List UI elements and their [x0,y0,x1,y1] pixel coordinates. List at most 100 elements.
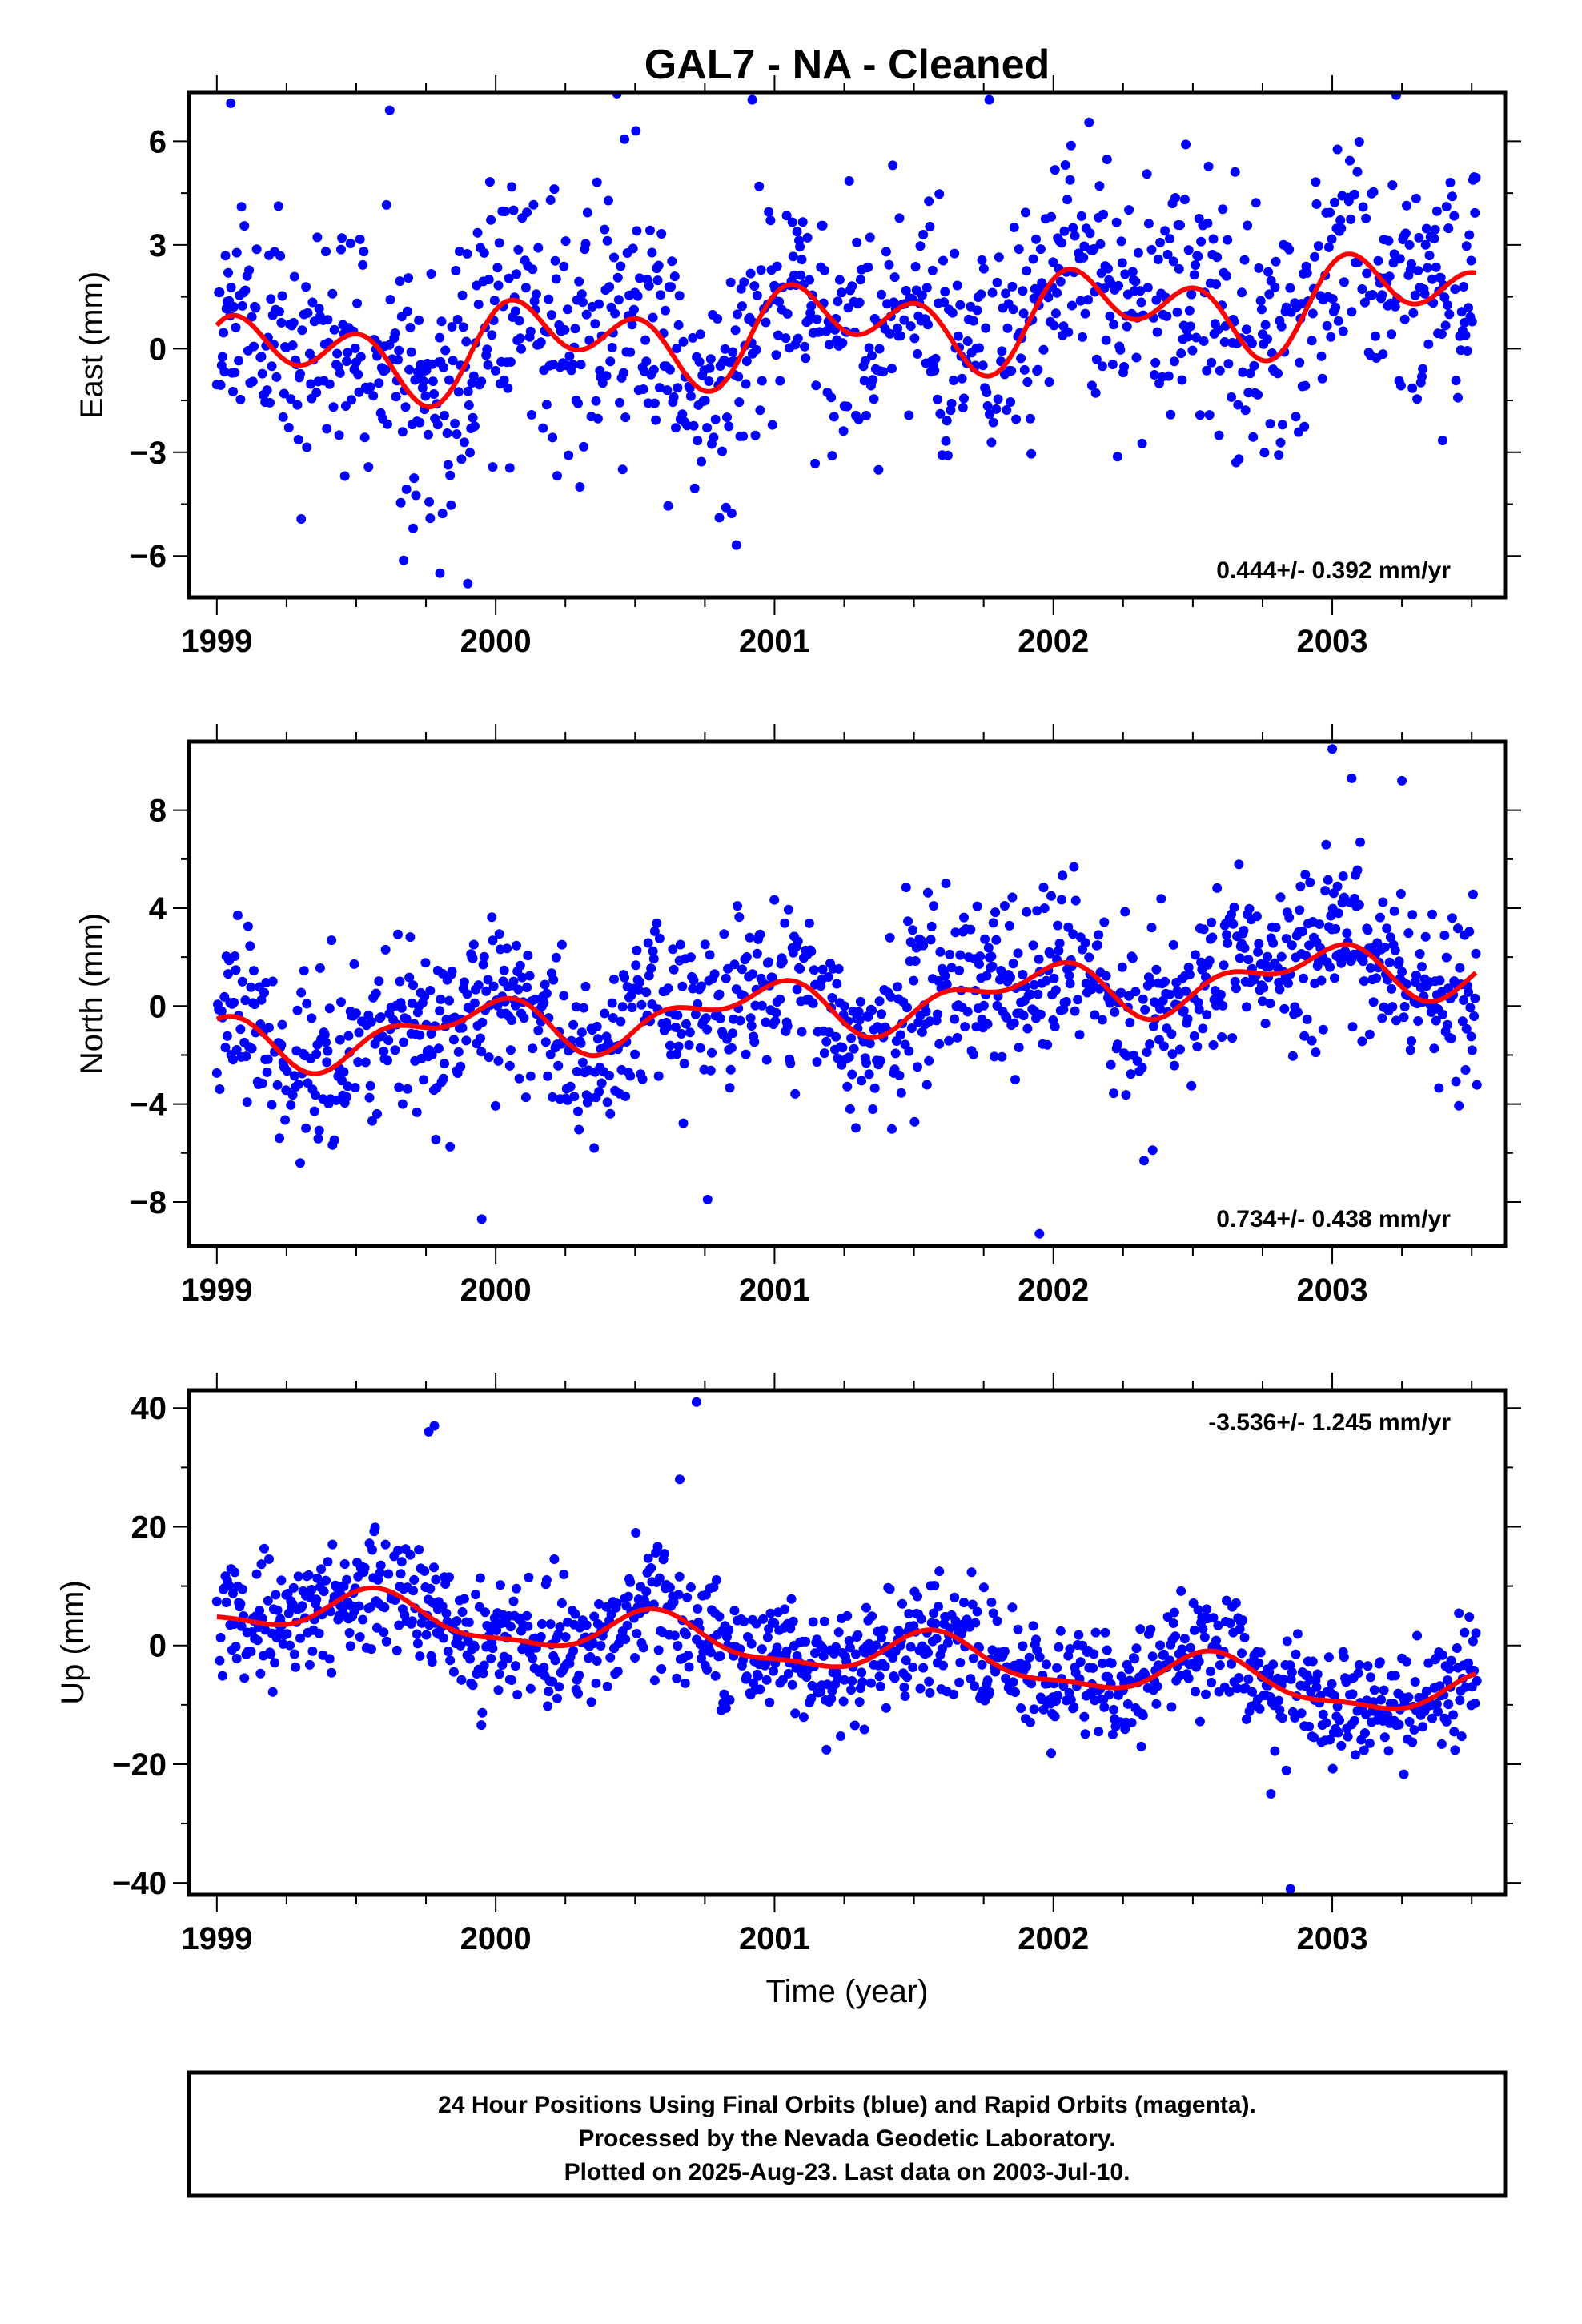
data-point [1447,191,1457,202]
data-point [480,1607,490,1618]
data-point [1189,270,1199,280]
data-point [1189,1625,1199,1635]
data-point [632,945,642,955]
data-point [656,229,667,239]
data-point [217,352,227,362]
data-point [1297,927,1307,937]
data-point [365,382,375,392]
data-point [394,345,404,356]
data-point [1160,226,1170,236]
data-point [504,273,514,283]
data-point [1336,1740,1347,1751]
data-point [483,360,493,370]
data-point [1413,266,1423,276]
data-point [1018,970,1028,979]
data-point [1045,948,1055,959]
data-point [644,280,654,291]
data-point [575,482,585,492]
data-point [982,1019,993,1029]
data-point [849,1720,860,1731]
data-point [717,446,727,456]
data-point [1286,1674,1296,1684]
data-point [875,1681,885,1691]
data-point [917,1027,927,1037]
data-point [1385,932,1395,943]
data-point [787,1679,797,1690]
data-point [1466,1031,1476,1042]
data-point [678,336,689,347]
data-point [669,392,679,402]
data-point [563,304,572,315]
data-point [1155,1640,1166,1651]
data-point [1260,1019,1271,1029]
data-point [767,420,777,430]
data-point [374,378,384,388]
data-point [1359,976,1369,987]
data-point [393,1546,403,1556]
data-point [397,427,408,437]
data-point [746,1021,757,1031]
data-point [477,1017,488,1027]
data-point [215,287,225,297]
data-point [438,1073,448,1084]
data-point [528,199,539,210]
data-point [488,981,499,991]
data-point [1117,258,1127,268]
data-point [1227,1033,1238,1043]
data-point [1101,971,1111,981]
data-point [1263,267,1274,277]
data-point [354,387,364,397]
y-tick-label: 8 [149,794,167,829]
outlier-point [476,1214,487,1224]
data-point [494,238,504,248]
data-point [1052,1663,1062,1673]
data-point [605,356,616,367]
data-point [982,1675,993,1686]
data-point [271,1590,281,1600]
data-point [915,1683,926,1694]
data-point [741,356,752,366]
data-point [321,1575,331,1586]
data-point [893,323,903,333]
data-point [1318,1024,1328,1035]
data-point [649,1675,660,1686]
data-point [510,1661,520,1671]
data-point [1351,1750,1361,1760]
data-point [271,372,282,382]
footer-line-3: Plotted on 2025-Aug-23. Last data on 200… [564,2159,1130,2185]
data-point [978,1582,989,1593]
data-point [866,1678,876,1688]
data-point [576,1027,587,1038]
data-point [753,1671,763,1681]
data-point [1253,947,1263,957]
data-point [469,421,480,432]
data-point [1291,1649,1301,1659]
data-point [230,368,240,378]
data-point [1234,1673,1244,1683]
data-point [806,301,817,311]
data-point [383,1035,394,1046]
data-point [1279,1003,1290,1014]
data-point [689,483,700,493]
data-point [761,1675,772,1685]
data-point [612,1667,623,1676]
data-point [829,412,839,422]
data-point [235,1024,246,1035]
data-point [1050,308,1061,319]
data-point [887,1124,897,1134]
data-point [1146,1624,1156,1634]
data-point [576,360,586,370]
y-tick-label: 6 [149,124,167,159]
data-point [600,224,610,235]
data-point [745,932,755,943]
data-point [877,1009,886,1019]
data-point [1211,279,1221,290]
data-point [1284,244,1295,255]
data-point [359,432,370,443]
data-point [852,237,862,247]
data-point [229,302,239,312]
data-point [1032,906,1042,916]
data-point [1050,1022,1060,1032]
data-point [925,222,935,231]
data-point [301,282,311,292]
